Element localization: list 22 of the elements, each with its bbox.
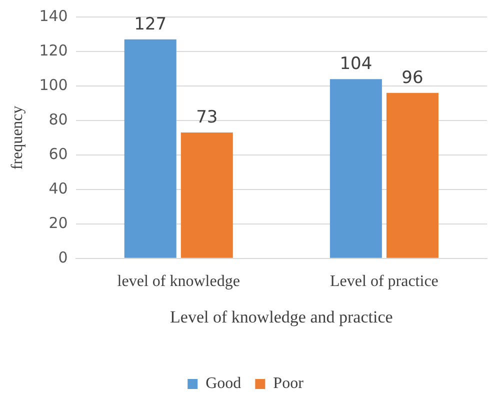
data-label: 104	[340, 54, 372, 74]
x-tick-label: level of knowledge	[117, 273, 240, 290]
bar	[386, 92, 438, 258]
y-tick-label: 0	[58, 248, 68, 266]
y-tick-label: 60	[48, 144, 68, 163]
y-tick-label: 140	[39, 6, 68, 25]
x-tick-label: Level of practice	[330, 273, 438, 290]
y-tick-label: 40	[48, 179, 68, 198]
x-axis-title: Level of knowledge and practice	[170, 307, 393, 326]
data-label: 96	[402, 68, 424, 88]
bar	[124, 39, 176, 258]
data-label: 73	[196, 107, 218, 128]
bar	[330, 79, 382, 258]
y-tick-label: 80	[48, 110, 68, 128]
y-axis-title: frequency	[8, 106, 26, 170]
bar	[180, 132, 233, 258]
data-label: 127	[134, 14, 167, 34]
y-tick-label: 100	[39, 76, 68, 94]
legend-label: Poor	[273, 375, 304, 392]
y-tick-label: 120	[39, 41, 68, 60]
y-tick-label: 20	[48, 214, 68, 232]
legend-label: Good	[206, 375, 242, 392]
